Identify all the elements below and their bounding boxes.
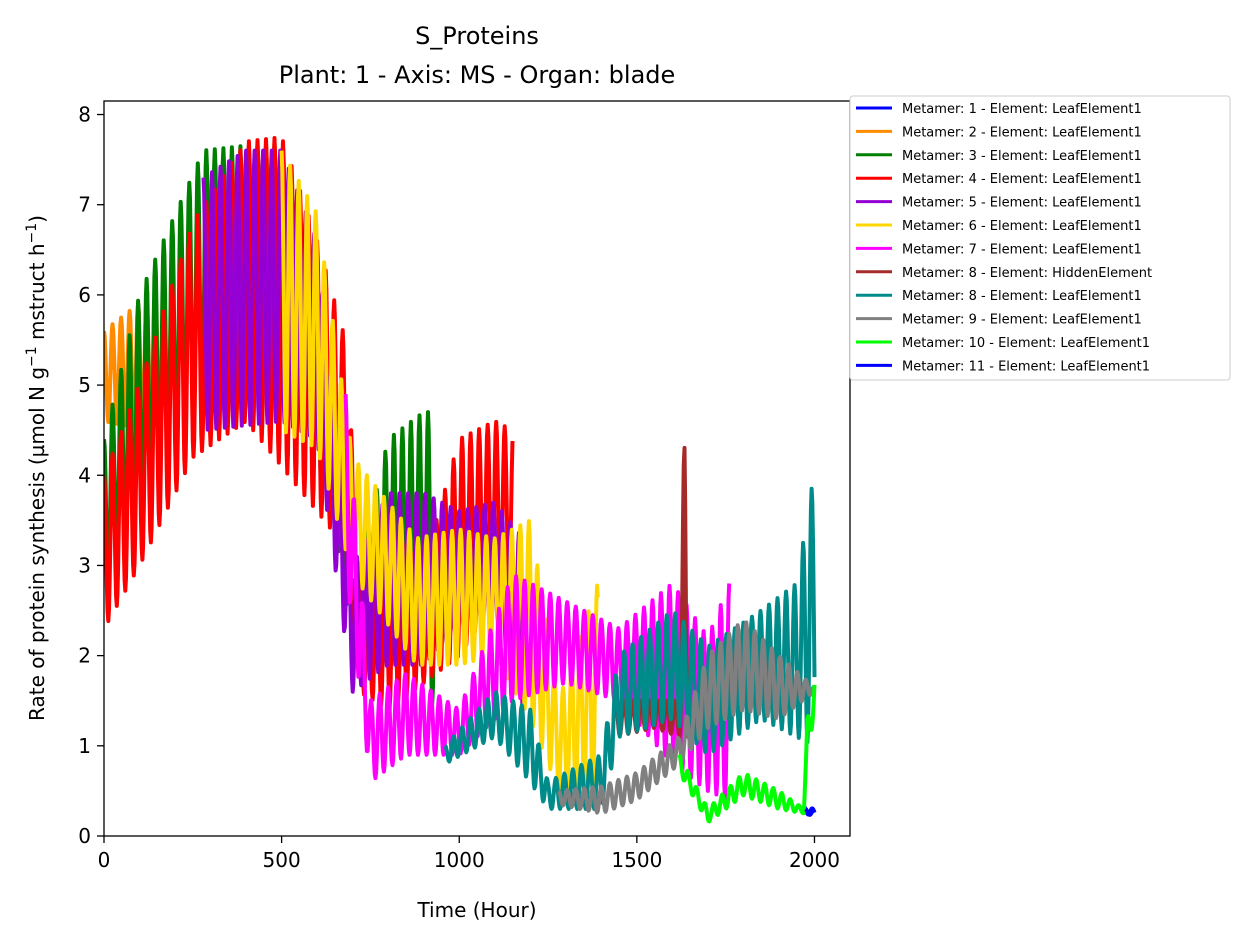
x-axis: 0 500 1000 1500 2000 <box>98 836 840 872</box>
legend-entry-label: Metamer: 7 - Element: LeafElement1 <box>902 242 1142 257</box>
legend-entry-label: Metamer: 11 - Element: LeafElement1 <box>902 359 1150 374</box>
y-tick-label: 3 <box>78 553 91 577</box>
series-line-10 <box>557 620 816 815</box>
y-tick-label: 7 <box>78 193 91 217</box>
legend-entry-label: Metamer: 8 - Element: HiddenElement <box>902 266 1152 281</box>
legend-entry-label: Metamer: 6 - Element: LeafElement1 <box>902 219 1142 234</box>
y-axis: 0 1 2 3 4 5 6 7 8 <box>78 103 104 848</box>
plot-area <box>104 136 817 824</box>
x-tick-label: 0 <box>98 848 111 872</box>
chart-title: S_Proteins <box>415 22 539 50</box>
y-tick-label: 6 <box>78 283 91 307</box>
x-tick-label: 1000 <box>434 848 485 872</box>
x-tick-label: 2000 <box>789 848 840 872</box>
y-axis-label-sup2: −1 <box>24 223 40 244</box>
legend-entry-label: Metamer: 10 - Element: LeafElement1 <box>902 336 1150 351</box>
legend-entry-label: Metamer: 8 - Element: LeafElement1 <box>902 289 1142 304</box>
legend-entry-label: Metamer: 1 - Element: LeafElement1 <box>902 102 1142 117</box>
series-line-11 <box>677 684 817 824</box>
y-tick-label: 8 <box>78 103 91 127</box>
series-line-12 <box>804 807 816 817</box>
y-axis-label-mid: mstruct h <box>25 243 49 346</box>
legend-entry-label: Metamer: 5 - Element: LeafElement1 <box>902 196 1142 211</box>
y-tick-label: 4 <box>78 463 91 487</box>
series-line-7 <box>343 394 732 801</box>
legend: Metamer: 1 - Element: LeafElement1 Metame… <box>849 95 1231 381</box>
legend-frame <box>849 95 1231 381</box>
y-tick-label: 1 <box>78 734 91 758</box>
legend-entry-label: Metamer: 3 - Element: LeafElement1 <box>902 149 1142 164</box>
y-tick-label: 0 <box>78 824 91 848</box>
series-line-9 <box>443 486 817 811</box>
y-tick-label: 5 <box>78 373 91 397</box>
y-axis-label-main: Rate of protein synthesis (µmol N g <box>25 367 49 721</box>
chart-subtitle: Plant: 1 - Axis: MS - Organ: blade <box>279 61 676 89</box>
y-axis-label-end: ) <box>25 215 49 223</box>
plot-frame <box>103 100 851 837</box>
legend-entry-label: Metamer: 2 - Element: LeafElement1 <box>902 125 1142 140</box>
y-axis-label-sup1: −1 <box>24 346 40 367</box>
legend-entry-label: Metamer: 4 - Element: LeafElement1 <box>902 172 1142 187</box>
x-tick-label: 500 <box>263 848 301 872</box>
y-axis-label: Rate of protein synthesis (µmol N g−1 ms… <box>24 215 49 721</box>
x-axis-label: Time (Hour) <box>416 898 536 922</box>
y-tick-label: 2 <box>78 644 91 668</box>
legend-entry-label: Metamer: 9 - Element: LeafElement1 <box>902 313 1142 328</box>
x-tick-label: 1500 <box>611 848 662 872</box>
